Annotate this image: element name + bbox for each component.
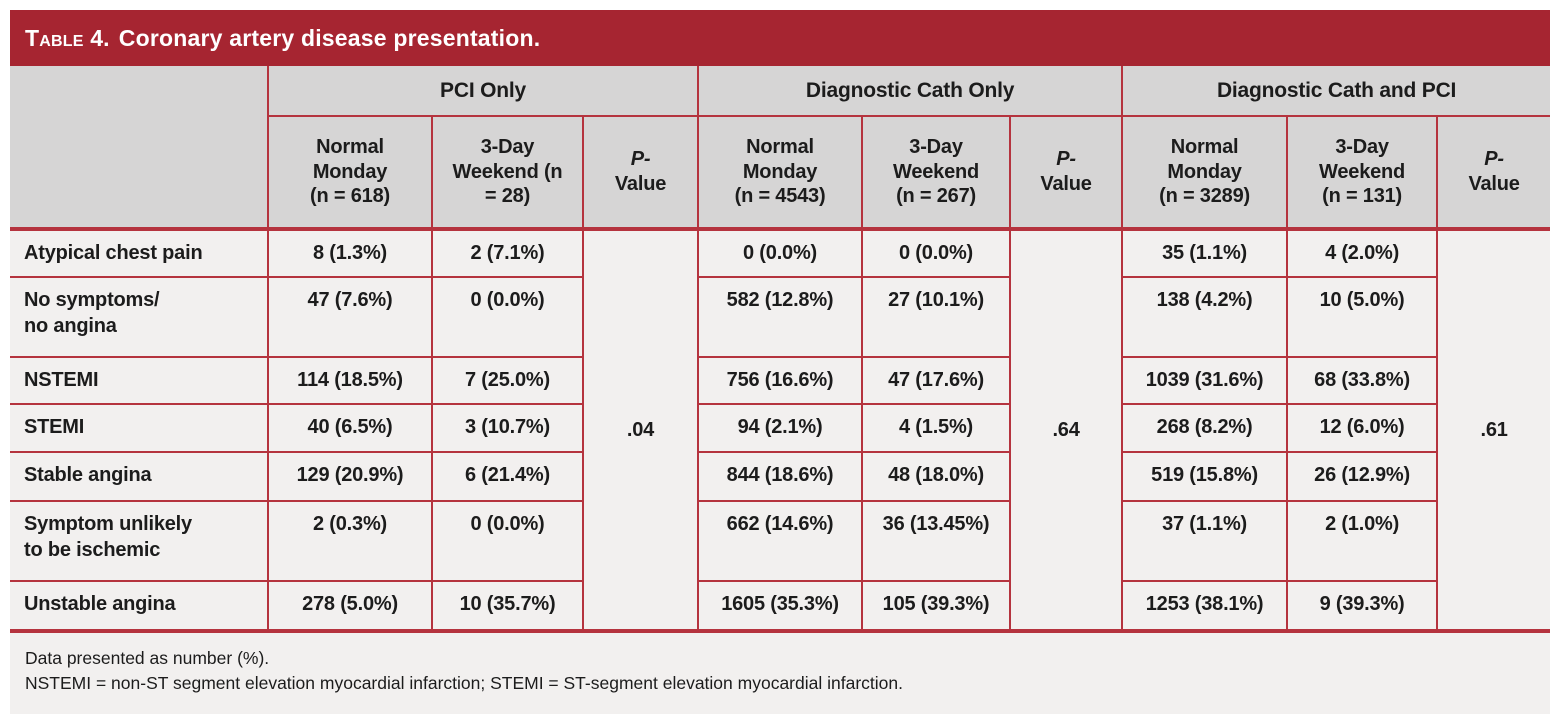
cell: 129 (20.9%) <box>267 450 433 502</box>
cell: 7 (25.0%) <box>431 355 584 405</box>
table-panel: Table 4. Coronary artery disease present… <box>10 10 1551 714</box>
cell: 0 (0.0%) <box>431 275 584 358</box>
corner-cell <box>10 66 269 231</box>
p-value-cell-cath: .64 <box>1009 227 1124 633</box>
cell: 35 (1.1%) <box>1121 227 1289 278</box>
table-row: STEMI 40 (6.5%) 3 (10.7%) 94 (2.1%) 4 (1… <box>10 402 1550 453</box>
cell: 1253 (38.1%) <box>1121 579 1289 633</box>
cell: 12 (6.0%) <box>1286 402 1439 453</box>
table-number: Table 4. <box>25 24 110 51</box>
row-label: No symptoms/ no angina <box>10 275 269 358</box>
cell: 138 (4.2%) <box>1121 275 1289 358</box>
cell: 1605 (35.3%) <box>697 579 864 633</box>
cell: 9 (39.3%) <box>1286 579 1439 633</box>
data-table: PCI Only Diagnostic Cath Only Diagnostic… <box>10 66 1551 633</box>
cell: 2 (1.0%) <box>1286 499 1439 582</box>
group-header-diagnostic-cath-and-pci: Diagnostic Cath and PCI <box>1121 66 1551 117</box>
col-header-pci-p-value: P- Value <box>581 115 700 231</box>
table-footnotes: Data presented as number (%). NSTEMI = n… <box>10 632 1550 714</box>
cell: 37 (1.1%) <box>1121 499 1289 582</box>
col-header-cathpci-normal-monday: Normal Monday (n = 3289) <box>1121 115 1289 231</box>
p-value-cell-cathpci: .61 <box>1436 227 1551 633</box>
cell: 268 (8.2%) <box>1121 402 1289 453</box>
row-label: Stable angina <box>10 450 269 502</box>
p-value-cell-pci: .04 <box>581 227 700 633</box>
table-row: Atypical chest pain 8 (1.3%) 2 (7.1%) .0… <box>10 227 1551 633</box>
cell: 2 (0.3%) <box>267 499 433 582</box>
col-header-cath-normal-monday: Normal Monday (n = 4543) <box>697 115 864 231</box>
table-row: Stable angina 129 (20.9%) 6 (21.4%) 844 … <box>10 450 1550 502</box>
cell: 114 (18.5%) <box>267 355 433 405</box>
cell: 278 (5.0%) <box>267 579 433 633</box>
row-label: STEMI <box>10 402 269 453</box>
cell: 844 (18.6%) <box>697 450 864 502</box>
table-row: NSTEMI 114 (18.5%) 7 (25.0%) 756 (16.6%)… <box>10 355 1550 405</box>
cell: 27 (10.1%) <box>861 275 1012 358</box>
cell: 105 (39.3%) <box>861 579 1012 633</box>
cell: 4 (1.5%) <box>861 402 1012 453</box>
cell: 26 (12.9%) <box>1286 450 1439 502</box>
cell: 519 (15.8%) <box>1121 450 1289 502</box>
cell: 40 (6.5%) <box>267 402 433 453</box>
cell: 1039 (31.6%) <box>1121 355 1289 405</box>
col-header-cathpci-p-value: P- Value <box>1436 115 1551 231</box>
p-value-italic: P- <box>1056 148 1076 171</box>
cell: 8 (1.3%) <box>267 227 433 278</box>
footnote-line: NSTEMI = non-ST segment elevation myocar… <box>25 673 903 694</box>
row-label: Unstable angina <box>10 579 269 633</box>
row-label: Symptom unlikely to be ischemic <box>10 499 269 582</box>
col-header-cathpci-3day-weekend: 3-Day Weekend (n = 131) <box>1286 115 1439 231</box>
col-header-pci-3day-weekend: 3-Day Weekend (n = 28) <box>431 115 584 231</box>
cell: 48 (18.0%) <box>861 450 1012 502</box>
cell: 2 (7.1%) <box>431 227 584 278</box>
table-row: No symptoms/ no angina 47 (7.6%) 0 (0.0%… <box>10 275 1550 358</box>
table-row: Symptom unlikely to be ischemic 2 (0.3%)… <box>10 499 1550 582</box>
cell: 10 (35.7%) <box>431 579 584 633</box>
p-value-word: Value <box>614 172 667 195</box>
cell: 47 (17.6%) <box>861 355 1012 405</box>
table-title-bar: Table 4. Coronary artery disease present… <box>10 10 1550 66</box>
table-caption: Coronary artery disease presentation. <box>118 24 541 51</box>
cell: 0 (0.0%) <box>861 227 1012 278</box>
cell: 36 (13.45%) <box>861 499 1012 582</box>
row-label: Atypical chest pain <box>10 227 269 278</box>
cell: 6 (21.4%) <box>431 450 584 502</box>
p-value-italic: P- <box>630 148 651 171</box>
p-value-italic: P- <box>1484 148 1504 171</box>
cell: 10 (5.0%) <box>1286 275 1439 358</box>
cell: 3 (10.7%) <box>431 402 584 453</box>
group-header-pci-only: PCI Only <box>266 66 700 117</box>
cell: 47 (7.6%) <box>267 275 433 358</box>
cell: 0 (0.0%) <box>697 227 864 278</box>
col-header-pci-normal-monday: Normal Monday (n = 618) <box>267 115 433 231</box>
cell: 582 (12.8%) <box>697 275 864 358</box>
cell: 68 (33.8%) <box>1286 355 1439 405</box>
cell: 94 (2.1%) <box>697 402 864 453</box>
group-header-diagnostic-cath-only: Diagnostic Cath Only <box>697 66 1124 117</box>
row-label: NSTEMI <box>10 355 269 405</box>
footnote-line: Data presented as number (%). <box>25 647 270 668</box>
col-header-cath-3day-weekend: 3-Day Weekend (n = 267) <box>861 115 1012 231</box>
cell: 0 (0.0%) <box>431 499 584 582</box>
cell: 662 (14.6%) <box>697 499 864 582</box>
p-value-word: Value <box>1468 172 1520 195</box>
table-row: Unstable angina 278 (5.0%) 10 (35.7%) 16… <box>10 579 1550 633</box>
col-header-cath-p-value: P- Value <box>1009 115 1124 231</box>
cell: 756 (16.6%) <box>697 355 864 405</box>
cell: 4 (2.0%) <box>1286 227 1439 278</box>
p-value-word: Value <box>1040 172 1092 195</box>
